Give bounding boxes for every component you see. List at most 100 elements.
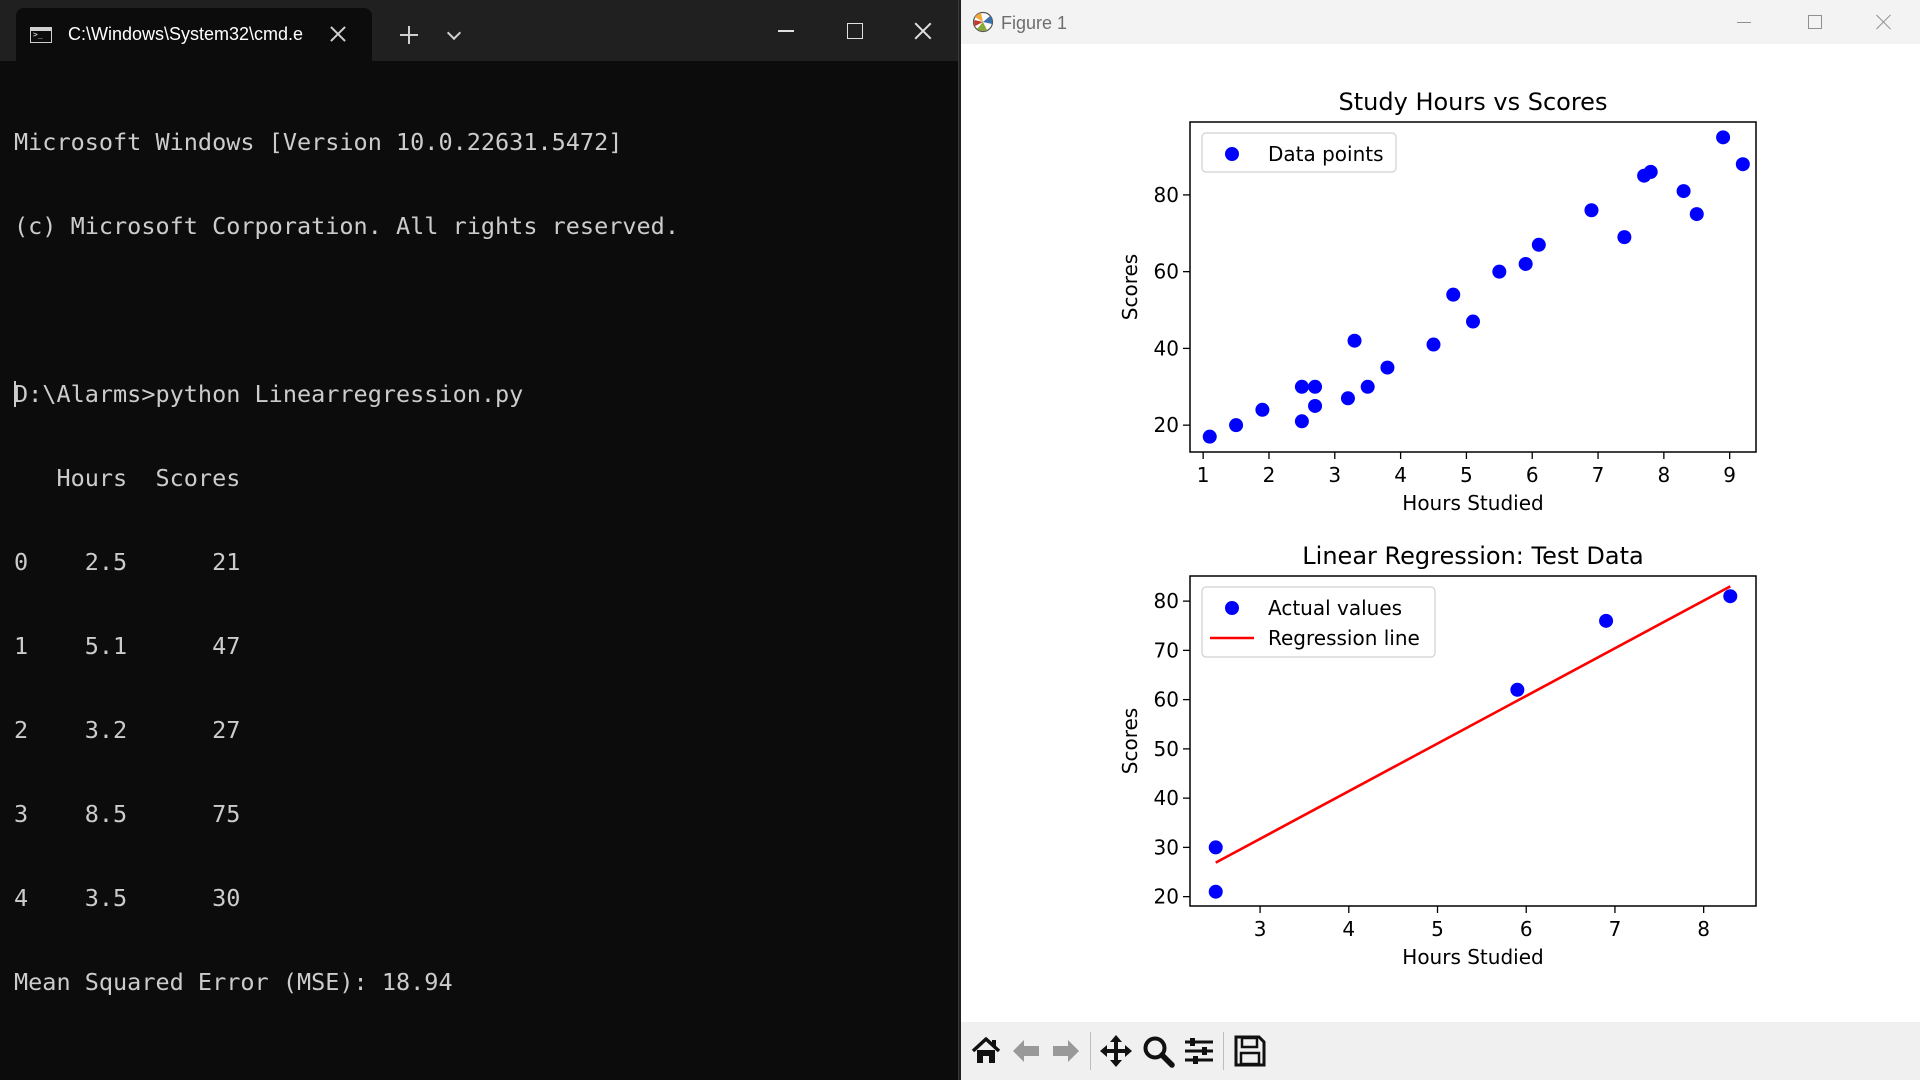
terminal-output[interactable]: Microsoft Windows [Version 10.0.22631.54… bbox=[14, 72, 679, 1052]
close-button[interactable] bbox=[889, 0, 957, 61]
terminal-line: D:\Alarms>python Linearregression.py bbox=[14, 380, 524, 408]
x-tick-label: 8 bbox=[1657, 463, 1670, 487]
terminal-line: 2 3.2 27 bbox=[14, 716, 241, 744]
data-point bbox=[1294, 414, 1309, 429]
y-tick-label: 40 bbox=[1154, 786, 1179, 810]
y-tick-label: 70 bbox=[1154, 638, 1179, 662]
y-tick-label: 20 bbox=[1154, 413, 1179, 437]
y-tick-label: 20 bbox=[1154, 885, 1179, 909]
configure-subplots-icon[interactable] bbox=[1180, 1032, 1218, 1070]
zoom-icon[interactable] bbox=[1139, 1032, 1177, 1070]
data-point bbox=[1426, 337, 1441, 352]
data-point bbox=[1510, 682, 1525, 697]
y-tick-label: 80 bbox=[1154, 183, 1179, 207]
chart-title: Linear Regression: Test Data bbox=[1302, 542, 1643, 570]
terminal-line: Mean Squared Error (MSE): 18.94 bbox=[14, 968, 453, 996]
data-point bbox=[1599, 613, 1614, 628]
legend-point-marker bbox=[1225, 601, 1239, 615]
terminal-tab[interactable]: C:\Windows\System32\cmd.e bbox=[16, 8, 372, 61]
y-tick-label: 40 bbox=[1154, 336, 1179, 360]
figure-window: Figure 1 Study Hours vs Scores 1 2 3 4 5 6 7 8 9 2… bbox=[961, 0, 1920, 1080]
chevron-down-icon[interactable] bbox=[446, 26, 462, 42]
data-point bbox=[1689, 207, 1704, 222]
axes-frame bbox=[1189, 575, 1757, 907]
data-point bbox=[1518, 256, 1533, 271]
toolbar-separator bbox=[1223, 1032, 1224, 1070]
pan-icon[interactable] bbox=[1097, 1032, 1135, 1070]
data-point bbox=[1360, 379, 1375, 394]
data-point bbox=[1531, 237, 1546, 252]
x-tick-label: 7 bbox=[1609, 917, 1622, 941]
close-tab-icon[interactable] bbox=[326, 22, 350, 46]
data-point bbox=[1229, 418, 1244, 433]
x-tick-label: 9 bbox=[1723, 463, 1736, 487]
tab-title: C:\Windows\System32\cmd.e bbox=[68, 24, 304, 44]
y-tick-label: 50 bbox=[1154, 737, 1179, 761]
x-tick-label: 4 bbox=[1342, 917, 1355, 941]
y-tick-label: 80 bbox=[1154, 589, 1179, 613]
x-tick-label: 1 bbox=[1197, 463, 1210, 487]
x-axis-label: Hours Studied bbox=[1402, 945, 1543, 969]
new-tab-icon[interactable] bbox=[398, 24, 420, 46]
x-tick-label: 3 bbox=[1328, 463, 1341, 487]
terminal-window: C:\Windows\System32\cmd.e Microsoft Wind… bbox=[0, 0, 959, 1080]
maximize-button[interactable] bbox=[1779, 0, 1849, 44]
charts-svg: Study Hours vs Scores 1 2 3 4 5 6 7 8 9 20 40 60 80 Ho… bbox=[1118, 88, 1757, 969]
terminal-line: 1 5.1 47 bbox=[14, 632, 241, 660]
terminal-titlebar: C:\Windows\System32\cmd.e bbox=[0, 0, 958, 61]
forward-arrow-icon[interactable] bbox=[1047, 1032, 1085, 1070]
save-icon[interactable] bbox=[1231, 1032, 1269, 1070]
data-point bbox=[1340, 391, 1355, 406]
legend-box bbox=[1201, 132, 1397, 173]
legend-box bbox=[1201, 586, 1436, 658]
data-point bbox=[1255, 402, 1270, 417]
minimize-button[interactable] bbox=[751, 0, 819, 61]
terminal-line: Microsoft Windows [Version 10.0.22631.54… bbox=[14, 128, 623, 156]
x-tick-label: 6 bbox=[1526, 463, 1539, 487]
navigation-toolbar bbox=[961, 1022, 1920, 1080]
legend-label: Data points bbox=[1268, 142, 1384, 166]
data-point bbox=[1723, 589, 1738, 604]
regression-line bbox=[1215, 585, 1731, 864]
data-point bbox=[1643, 164, 1658, 179]
x-tick-label: 4 bbox=[1394, 463, 1407, 487]
data-point bbox=[1735, 157, 1750, 172]
y-axis-label: Scores bbox=[1118, 708, 1142, 774]
data-point bbox=[1676, 184, 1691, 199]
data-point bbox=[1466, 314, 1480, 329]
figure-canvas[interactable]: Study Hours vs Scores 1 2 3 4 5 6 7 8 9 20 40 60 80 Ho… bbox=[961, 44, 1920, 1022]
x-axis-label: Hours Studied bbox=[1402, 491, 1543, 515]
data-point bbox=[1584, 203, 1599, 218]
data-point bbox=[1380, 360, 1395, 375]
text-cursor bbox=[14, 381, 16, 407]
legend-label: Actual values bbox=[1268, 596, 1402, 620]
home-icon[interactable] bbox=[967, 1032, 1005, 1070]
close-button[interactable] bbox=[1849, 0, 1919, 44]
data-point bbox=[1308, 398, 1323, 413]
x-tick-label: 6 bbox=[1520, 917, 1533, 941]
y-axis-label: Scores bbox=[1118, 254, 1142, 320]
x-tick-label: 7 bbox=[1592, 463, 1605, 487]
maximize-button[interactable] bbox=[820, 0, 888, 61]
data-point bbox=[1446, 287, 1461, 302]
minimize-button[interactable] bbox=[1709, 0, 1779, 44]
x-tick-label: 5 bbox=[1431, 917, 1444, 941]
data-point bbox=[1294, 379, 1309, 394]
chart-title: Study Hours vs Scores bbox=[1339, 88, 1608, 116]
command-prompt-icon bbox=[30, 26, 52, 43]
x-tick-label: 3 bbox=[1254, 917, 1267, 941]
terminal-line: Hours Scores bbox=[14, 464, 241, 492]
data-point bbox=[1308, 379, 1323, 394]
terminal-line: (c) Microsoft Corporation. All rights re… bbox=[14, 212, 679, 240]
x-tick-label: 8 bbox=[1697, 917, 1710, 941]
x-tick-label: 2 bbox=[1263, 463, 1276, 487]
axes-frame bbox=[1189, 121, 1757, 453]
back-arrow-icon[interactable] bbox=[1007, 1032, 1045, 1070]
data-point bbox=[1716, 130, 1731, 145]
matplotlib-icon bbox=[972, 11, 994, 33]
terminal-line: 3 8.5 75 bbox=[14, 800, 241, 828]
toolbar-separator bbox=[1090, 1032, 1091, 1070]
data-point bbox=[1208, 840, 1223, 855]
y-tick-label: 60 bbox=[1154, 260, 1179, 284]
x-tick-label: 5 bbox=[1460, 463, 1473, 487]
